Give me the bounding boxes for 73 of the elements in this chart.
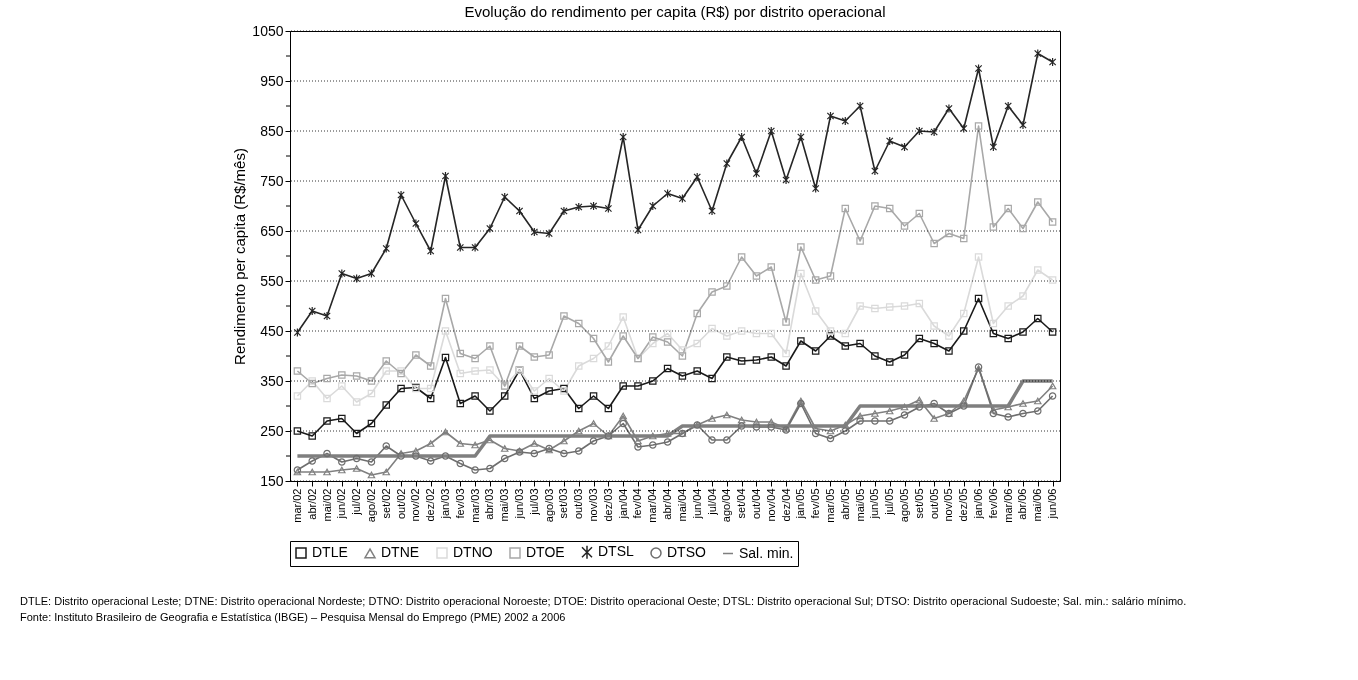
y-tick-label: 1050 — [252, 22, 284, 39]
x-tick-label: set/05 — [912, 488, 925, 519]
x-tick-label: jul/02 — [350, 488, 363, 516]
x-tick-label: nov/02 — [409, 488, 422, 522]
x-tick-label: out/03 — [572, 488, 585, 520]
x-tick-label: out/02 — [394, 488, 407, 520]
x-tick-label: jul/05 — [883, 488, 896, 516]
x-tick-label: ago/04 — [720, 488, 733, 523]
x-tick-label: dez/03 — [601, 488, 614, 522]
x-tick-label: jun/06 — [1046, 488, 1059, 520]
x-tick-label: jan/04 — [616, 488, 629, 520]
x-tick-label: jun/02 — [335, 488, 348, 520]
y-tick-label: 950 — [260, 72, 284, 89]
x-tick-label: mar/02 — [290, 488, 303, 523]
x-tick-label: jan/05 — [794, 488, 807, 520]
y-tick-label: 750 — [260, 172, 284, 189]
chart-title: Evolução do rendimento per capita (R$) por distrito operacional — [464, 3, 886, 20]
x-tick-label: jan/06 — [972, 488, 985, 520]
legend-label: DTSO — [667, 544, 706, 560]
source-note: Fonte: Instituto Brasileiro de Geografia e Estatística (IBGE) – Pesquisa Mensal do Emprego (PME) 2002 a 2006 — [20, 611, 566, 623]
y-tick-label: 450 — [260, 322, 284, 339]
x-tick-label: nov/03 — [587, 488, 600, 522]
legend-label: DTNE — [381, 544, 420, 561]
x-tick-label: jul/04 — [705, 488, 718, 516]
x-tick-label: out/04 — [749, 488, 762, 520]
x-tick-label: abr/06 — [1016, 488, 1029, 520]
x-tick-label: jun/03 — [513, 488, 526, 520]
x-tick-label: mai/03 — [498, 488, 511, 522]
legend-label: DTOE — [526, 544, 565, 560]
legend-label: DTLE — [312, 544, 348, 560]
x-tick-label: mai/05 — [853, 488, 866, 522]
x-tick-label: jan/03 — [438, 488, 451, 520]
x-tick-label: nov/05 — [942, 488, 955, 522]
x-tick-label: dez/02 — [424, 488, 437, 522]
x-tick-label: mai/04 — [675, 488, 688, 522]
legend-label: DTNO — [453, 544, 493, 560]
x-tick-label: fev/04 — [631, 488, 644, 519]
x-tick-label: abr/03 — [483, 488, 496, 520]
x-tick-label: out/05 — [927, 488, 940, 520]
y-tick-label: 850 — [260, 122, 284, 139]
y-tick-label: 650 — [260, 222, 284, 239]
y-tick-label: 550 — [260, 272, 284, 289]
x-tick-label: fev/05 — [809, 488, 822, 519]
x-tick-label: mai/02 — [320, 488, 333, 522]
x-tick-label: mar/06 — [1001, 488, 1014, 523]
legend-label: Sal. min. — [739, 544, 794, 561]
x-tick-label: mar/05 — [823, 488, 836, 523]
x-tick-label: mar/04 — [646, 488, 659, 523]
x-tick-label: set/03 — [557, 488, 570, 519]
x-tick-label: ago/05 — [898, 488, 911, 523]
x-tick-label: mai/06 — [1031, 488, 1044, 522]
x-tick-label: set/02 — [379, 488, 392, 519]
x-tick-label: fev/06 — [986, 488, 999, 519]
x-tick-label: jun/05 — [868, 488, 881, 520]
x-tick-label: dez/05 — [957, 488, 970, 522]
y-tick-label: 150 — [260, 472, 284, 489]
x-tick-label: jul/03 — [527, 488, 540, 516]
x-tick-label: jun/04 — [690, 488, 703, 520]
x-tick-label: dez/04 — [779, 488, 792, 522]
x-tick-label: nov/04 — [764, 488, 777, 522]
x-tick-label: abr/02 — [305, 488, 318, 520]
x-tick-label: ago/03 — [542, 488, 555, 523]
x-tick-label: fev/03 — [453, 488, 466, 519]
x-tick-label: ago/02 — [364, 488, 377, 523]
y-tick-label: 350 — [260, 372, 284, 389]
legend-label: DTSL — [598, 543, 634, 560]
text: DTLE: Distrito operacional Leste; DTNE: Distrito operacional Nordeste; DTNO: Distrito operacional Noroeste; DTOE: Distrito operacional Oeste; DTSL: Distrito operacional Sul; DTSO: Distrito operacional Sudoeste; Sal. min.: salário mínimo. — [20, 595, 1187, 607]
x-tick-label: mar/03 — [468, 488, 481, 523]
y-axis-title: Rendimento per capita (R$/mês) — [231, 148, 249, 365]
y-tick-label: 250 — [260, 422, 284, 439]
x-tick-label: abr/04 — [661, 488, 674, 520]
x-tick-label: set/04 — [735, 488, 748, 519]
x-tick-label: abr/05 — [838, 488, 851, 520]
